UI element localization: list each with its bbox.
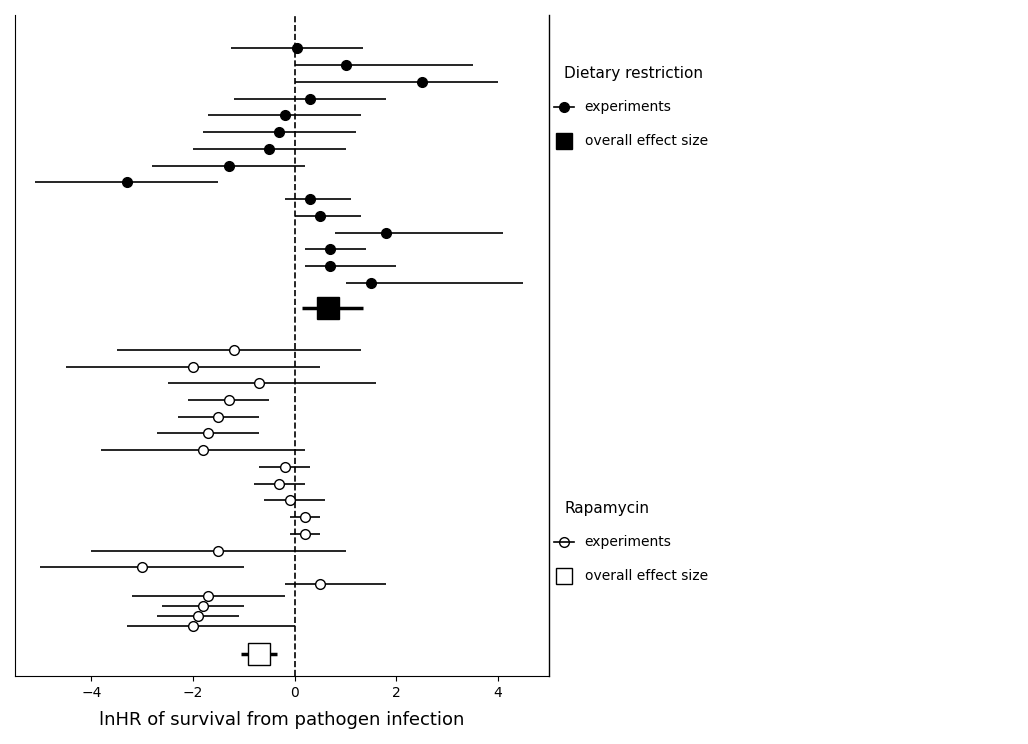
- Text: overall effect size: overall effect size: [585, 133, 707, 147]
- Text: experiments: experiments: [585, 535, 671, 549]
- Text: Rapamycin: Rapamycin: [564, 501, 649, 516]
- Text: overall effect size: overall effect size: [585, 568, 707, 583]
- Text: Dietary restriction: Dietary restriction: [564, 66, 703, 81]
- X-axis label: lnHR of survival from pathogen infection: lnHR of survival from pathogen infection: [100, 711, 465, 729]
- Text: experiments: experiments: [585, 100, 671, 114]
